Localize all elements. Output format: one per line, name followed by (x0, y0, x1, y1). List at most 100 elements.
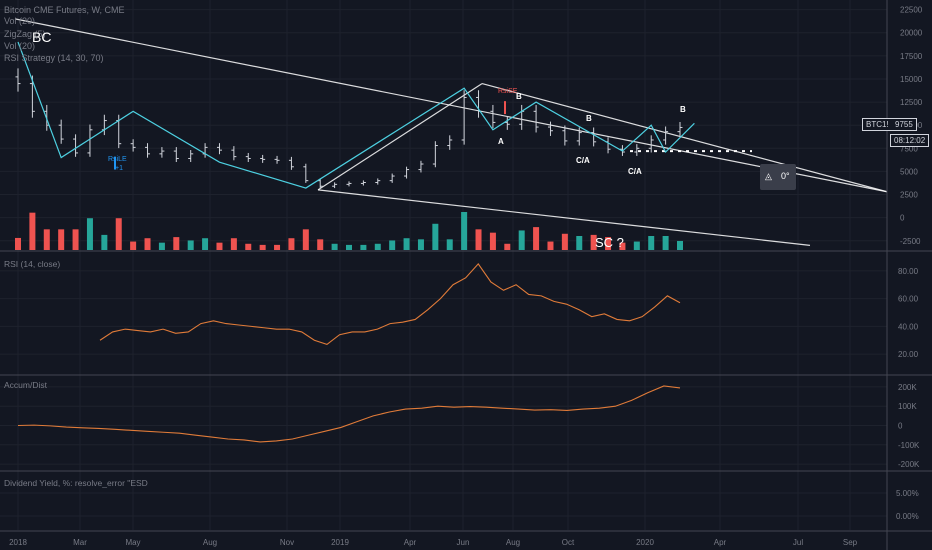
lower-channel-line (317, 189, 811, 246)
price-tag-value: 9755 (892, 118, 917, 131)
rsi-tick-label: 60.00 (898, 295, 919, 304)
time-tick-label: May (125, 538, 140, 547)
volume-bar (15, 237, 21, 250)
volume-bar (130, 241, 137, 250)
rsi-tick-label: 40.00 (898, 322, 919, 331)
volume-bar (331, 243, 338, 250)
falling-trend-line (481, 83, 888, 193)
time-tick-label: Sep (843, 538, 858, 547)
time-tick-label: Aug (203, 538, 217, 547)
volume-bar (446, 239, 453, 250)
time-tick-label: Jun (457, 538, 470, 547)
price-tick-label: 2500 (900, 191, 918, 200)
volume-bar (677, 240, 683, 250)
ad-tick-label: 100K (898, 402, 917, 411)
price-tick-label: 17500 (900, 52, 923, 61)
rsi-series (99, 263, 681, 346)
volume-bar (115, 218, 122, 250)
wave-ca2: C/A (628, 167, 642, 176)
volume-bar (605, 237, 612, 250)
time-tick-label: Apr (404, 538, 417, 547)
volume-bar (489, 232, 496, 250)
ad-series (17, 385, 681, 443)
accum-dist-line (17, 385, 681, 443)
volume-bar (403, 238, 410, 250)
wave-b1: B (516, 92, 522, 101)
volume-bar (216, 242, 223, 250)
volume-bar (101, 234, 108, 250)
study-rsi-strategy[interactable]: RSI Strategy (14, 30, 70) (4, 53, 104, 63)
price-tick-label: 15000 (900, 75, 923, 84)
volume-bar (317, 239, 324, 250)
volume-bar (576, 236, 583, 250)
wave-b3: B (680, 105, 686, 114)
axis-labels: 2018 Mar May Aug Nov 2019 Apr Jun Aug Oct 2020 Apr J… (9, 6, 923, 547)
angle-tool-box[interactable]: ◬ 0° (760, 164, 796, 190)
volume-bar (274, 244, 281, 250)
wave-b2: B (586, 114, 592, 123)
volume-bar (662, 236, 669, 250)
volume-bar (187, 240, 194, 250)
upper-channel-line (14, 18, 888, 193)
volume-bar (432, 223, 439, 250)
volume-bar (72, 229, 79, 250)
volume-bar (158, 242, 165, 250)
study-vol-2[interactable]: Vol (20) (4, 41, 36, 51)
rise-trend-line (317, 83, 483, 191)
price-tick-label: 12500 (900, 98, 923, 107)
time-tick-label: 2019 (331, 538, 349, 547)
symbol-title: Bitcoin CME Futures, W, CME (4, 5, 125, 15)
triangle-icon: ◬ (765, 171, 772, 181)
volume-bar (29, 212, 36, 250)
time-tick-label: Jul (793, 538, 803, 547)
ad-tick-label: -200K (898, 460, 920, 469)
sc-label: SC ? (595, 235, 624, 250)
price-tick-label: 22500 (900, 6, 923, 15)
wave-ca1: C/A (576, 156, 590, 165)
volume-bar (461, 212, 468, 250)
volume-bar (360, 244, 367, 250)
rsi-tick-label: 80.00 (898, 267, 919, 276)
price-tick-label: 5000 (900, 167, 918, 176)
volume-bar (302, 229, 309, 250)
time-tick-label: Oct (562, 538, 575, 547)
volume-bar (202, 238, 209, 250)
volume-bar (417, 239, 424, 250)
price-tick-label: 0 (900, 214, 905, 223)
rsi-long-label: RsiLE (108, 156, 127, 163)
rsi-pane-title[interactable]: RSI (14, close) (4, 259, 61, 269)
volume-bar (518, 230, 525, 250)
price-tick-label: 7500 (900, 144, 918, 153)
volume-bar (230, 238, 237, 250)
price-tag-symbol-text: BTC1! (866, 120, 889, 129)
price-bars (15, 68, 683, 189)
time-tick-label: Aug (506, 538, 520, 547)
volume-bar (389, 240, 396, 250)
volume-bar (475, 229, 482, 250)
study-zigzag[interactable]: ZigZag (5) (4, 29, 46, 39)
rsi-line (99, 263, 681, 346)
volume-bar (173, 237, 180, 250)
channel-lines (14, 18, 888, 246)
volume-bar (58, 229, 65, 250)
volume-bar (648, 236, 655, 250)
ad-tick-label: 200K (898, 383, 917, 392)
zigzag-path (17, 41, 695, 189)
volume-bar (346, 244, 352, 250)
volume-bar (590, 234, 597, 250)
price-tag-value-text: 9755 (895, 120, 913, 129)
ad-pane-title[interactable]: Accum/Dist (4, 380, 47, 390)
bc-label: BC (32, 29, 52, 45)
time-tick-label: Nov (280, 538, 294, 547)
volume-bar (547, 241, 554, 250)
volume-bars (15, 212, 683, 250)
price-tick-label: -2500 (900, 237, 921, 246)
volume-bar (245, 243, 252, 250)
div-pane-title[interactable]: Dividend Yield, %: resolve_error "ESD (4, 478, 148, 488)
volume-bar (504, 243, 511, 250)
volume-bar (86, 218, 93, 250)
study-vol[interactable]: Vol (20) (4, 16, 36, 26)
volume-bar (259, 244, 266, 250)
